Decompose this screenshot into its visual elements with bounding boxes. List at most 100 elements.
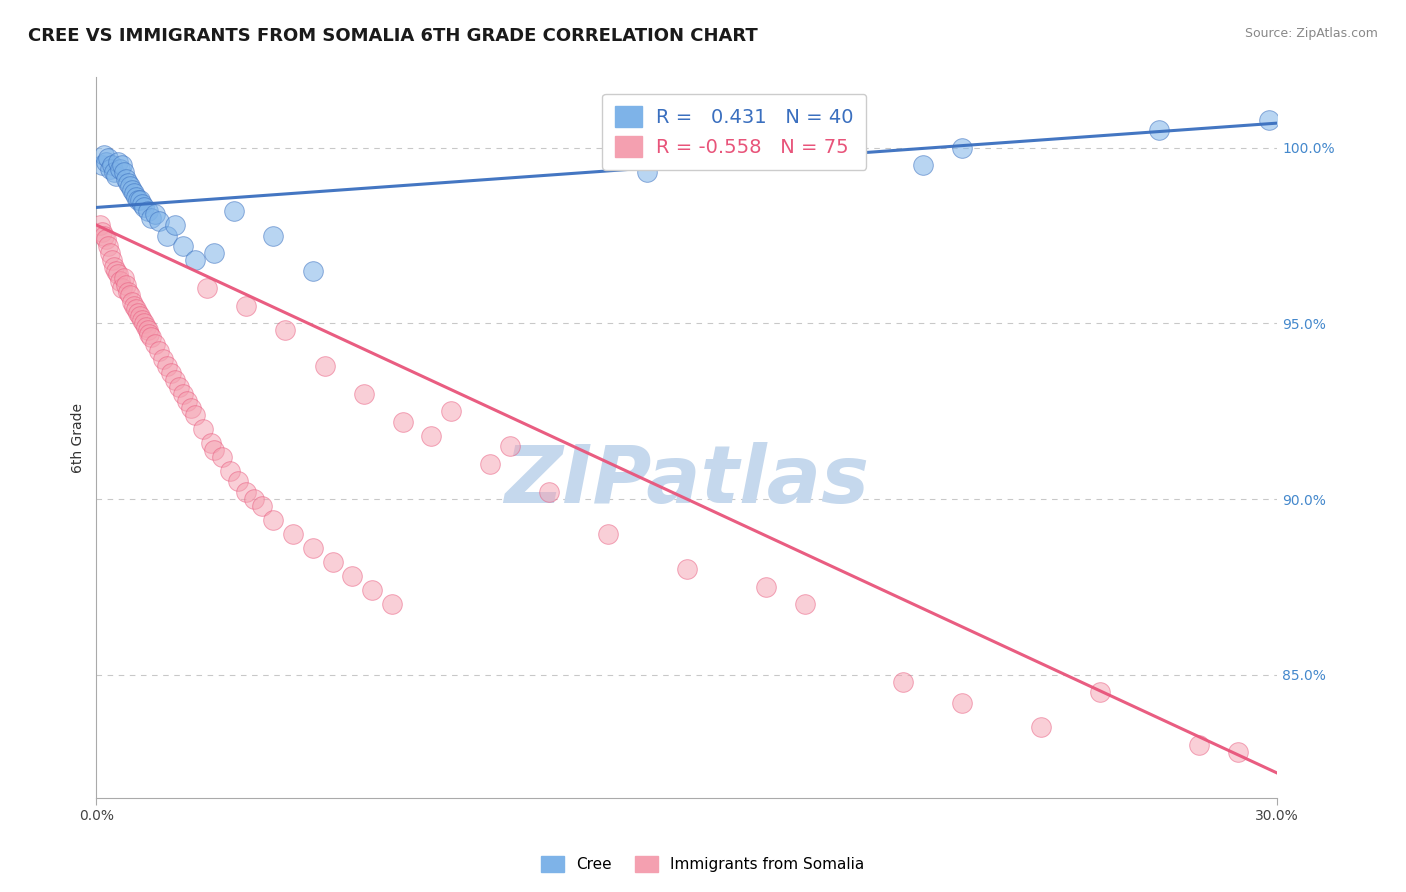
Immigrants from Somalia <box>127 306 149 320</box>
Immigrants from Somalia <box>152 351 174 366</box>
Cree <box>128 194 150 208</box>
Cree <box>636 165 658 179</box>
Immigrants from Somalia <box>138 326 160 341</box>
Cree <box>105 169 128 183</box>
Immigrants from Somalia <box>537 485 560 500</box>
Cree <box>263 228 285 243</box>
Immigrants from Somalia <box>1088 685 1111 699</box>
Immigrants from Somalia <box>105 263 128 277</box>
Cree <box>103 165 125 179</box>
Immigrants from Somalia <box>136 323 159 337</box>
Y-axis label: 6th Grade: 6th Grade <box>72 402 86 473</box>
Immigrants from Somalia <box>440 404 463 418</box>
Cree <box>145 207 167 221</box>
Immigrants from Somalia <box>89 218 111 232</box>
Immigrants from Somalia <box>156 359 179 373</box>
Cree <box>1258 112 1281 127</box>
Immigrants from Somalia <box>891 674 914 689</box>
Immigrants from Somalia <box>353 386 375 401</box>
Cree <box>115 172 138 186</box>
Cree <box>117 176 139 190</box>
Immigrants from Somalia <box>274 323 297 337</box>
Immigrants from Somalia <box>125 302 148 317</box>
Immigrants from Somalia <box>219 464 242 478</box>
Immigrants from Somalia <box>128 310 150 324</box>
Text: Source: ZipAtlas.com: Source: ZipAtlas.com <box>1244 27 1378 40</box>
Immigrants from Somalia <box>115 277 138 292</box>
Immigrants from Somalia <box>107 267 129 281</box>
Immigrants from Somalia <box>342 569 364 583</box>
Cree <box>108 161 131 176</box>
Cree <box>184 253 207 268</box>
Immigrants from Somalia <box>111 281 134 295</box>
Immigrants from Somalia <box>392 415 415 429</box>
Cree <box>112 165 135 179</box>
Cree <box>204 246 226 260</box>
Immigrants from Somalia <box>200 435 222 450</box>
Immigrants from Somalia <box>91 225 114 239</box>
Immigrants from Somalia <box>180 401 202 415</box>
Immigrants from Somalia <box>1226 745 1249 759</box>
Immigrants from Somalia <box>195 281 218 295</box>
Immigrants from Somalia <box>167 379 190 393</box>
Immigrants from Somalia <box>148 344 170 359</box>
Cree <box>302 263 325 277</box>
Cree <box>911 158 934 172</box>
Cree <box>97 151 120 165</box>
Cree <box>148 214 170 228</box>
Immigrants from Somalia <box>381 598 404 612</box>
Immigrants from Somalia <box>191 422 214 436</box>
Immigrants from Somalia <box>498 439 520 453</box>
Cree <box>125 190 148 204</box>
Immigrants from Somalia <box>112 270 135 285</box>
Cree <box>950 141 973 155</box>
Immigrants from Somalia <box>172 386 194 401</box>
Immigrants from Somalia <box>793 598 815 612</box>
Immigrants from Somalia <box>263 513 285 527</box>
Cree <box>156 228 179 243</box>
Immigrants from Somalia <box>204 442 226 457</box>
Cree <box>165 218 187 232</box>
Immigrants from Somalia <box>108 274 131 288</box>
Immigrants from Somalia <box>184 408 207 422</box>
Cree <box>131 197 153 211</box>
Immigrants from Somalia <box>950 696 973 710</box>
Cree <box>122 186 145 201</box>
Immigrants from Somalia <box>283 527 305 541</box>
Immigrants from Somalia <box>361 583 384 598</box>
Cree <box>118 179 141 194</box>
Text: CREE VS IMMIGRANTS FROM SOMALIA 6TH GRADE CORRELATION CHART: CREE VS IMMIGRANTS FROM SOMALIA 6TH GRAD… <box>28 27 758 45</box>
Immigrants from Somalia <box>135 319 157 334</box>
Immigrants from Somalia <box>420 429 443 443</box>
Immigrants from Somalia <box>250 499 273 513</box>
Cree <box>224 203 246 218</box>
Legend: R =   0.431   N = 40, R = -0.558   N = 75: R = 0.431 N = 40, R = -0.558 N = 75 <box>602 94 866 169</box>
Cree <box>132 201 155 215</box>
Cree <box>91 158 114 172</box>
Immigrants from Somalia <box>117 285 139 299</box>
Immigrants from Somalia <box>97 239 120 253</box>
Immigrants from Somalia <box>160 366 183 380</box>
Cree <box>93 147 115 161</box>
Cree <box>121 183 143 197</box>
Cree <box>136 203 159 218</box>
Cree <box>101 158 124 172</box>
Cree <box>98 161 121 176</box>
Immigrants from Somalia <box>243 491 266 506</box>
Cree <box>107 154 129 169</box>
Cree <box>96 154 118 169</box>
Immigrants from Somalia <box>176 393 198 408</box>
Immigrants from Somalia <box>675 562 697 576</box>
Immigrants from Somalia <box>226 475 249 489</box>
Cree <box>127 194 149 208</box>
Immigrants from Somalia <box>98 246 121 260</box>
Immigrants from Somalia <box>235 485 257 500</box>
Legend: Cree, Immigrants from Somalia: Cree, Immigrants from Somalia <box>534 848 872 880</box>
Immigrants from Somalia <box>103 260 125 275</box>
Immigrants from Somalia <box>211 450 233 464</box>
Immigrants from Somalia <box>302 541 325 556</box>
Immigrants from Somalia <box>141 330 163 344</box>
Cree <box>1147 123 1170 137</box>
Immigrants from Somalia <box>118 288 141 302</box>
Immigrants from Somalia <box>479 457 502 471</box>
